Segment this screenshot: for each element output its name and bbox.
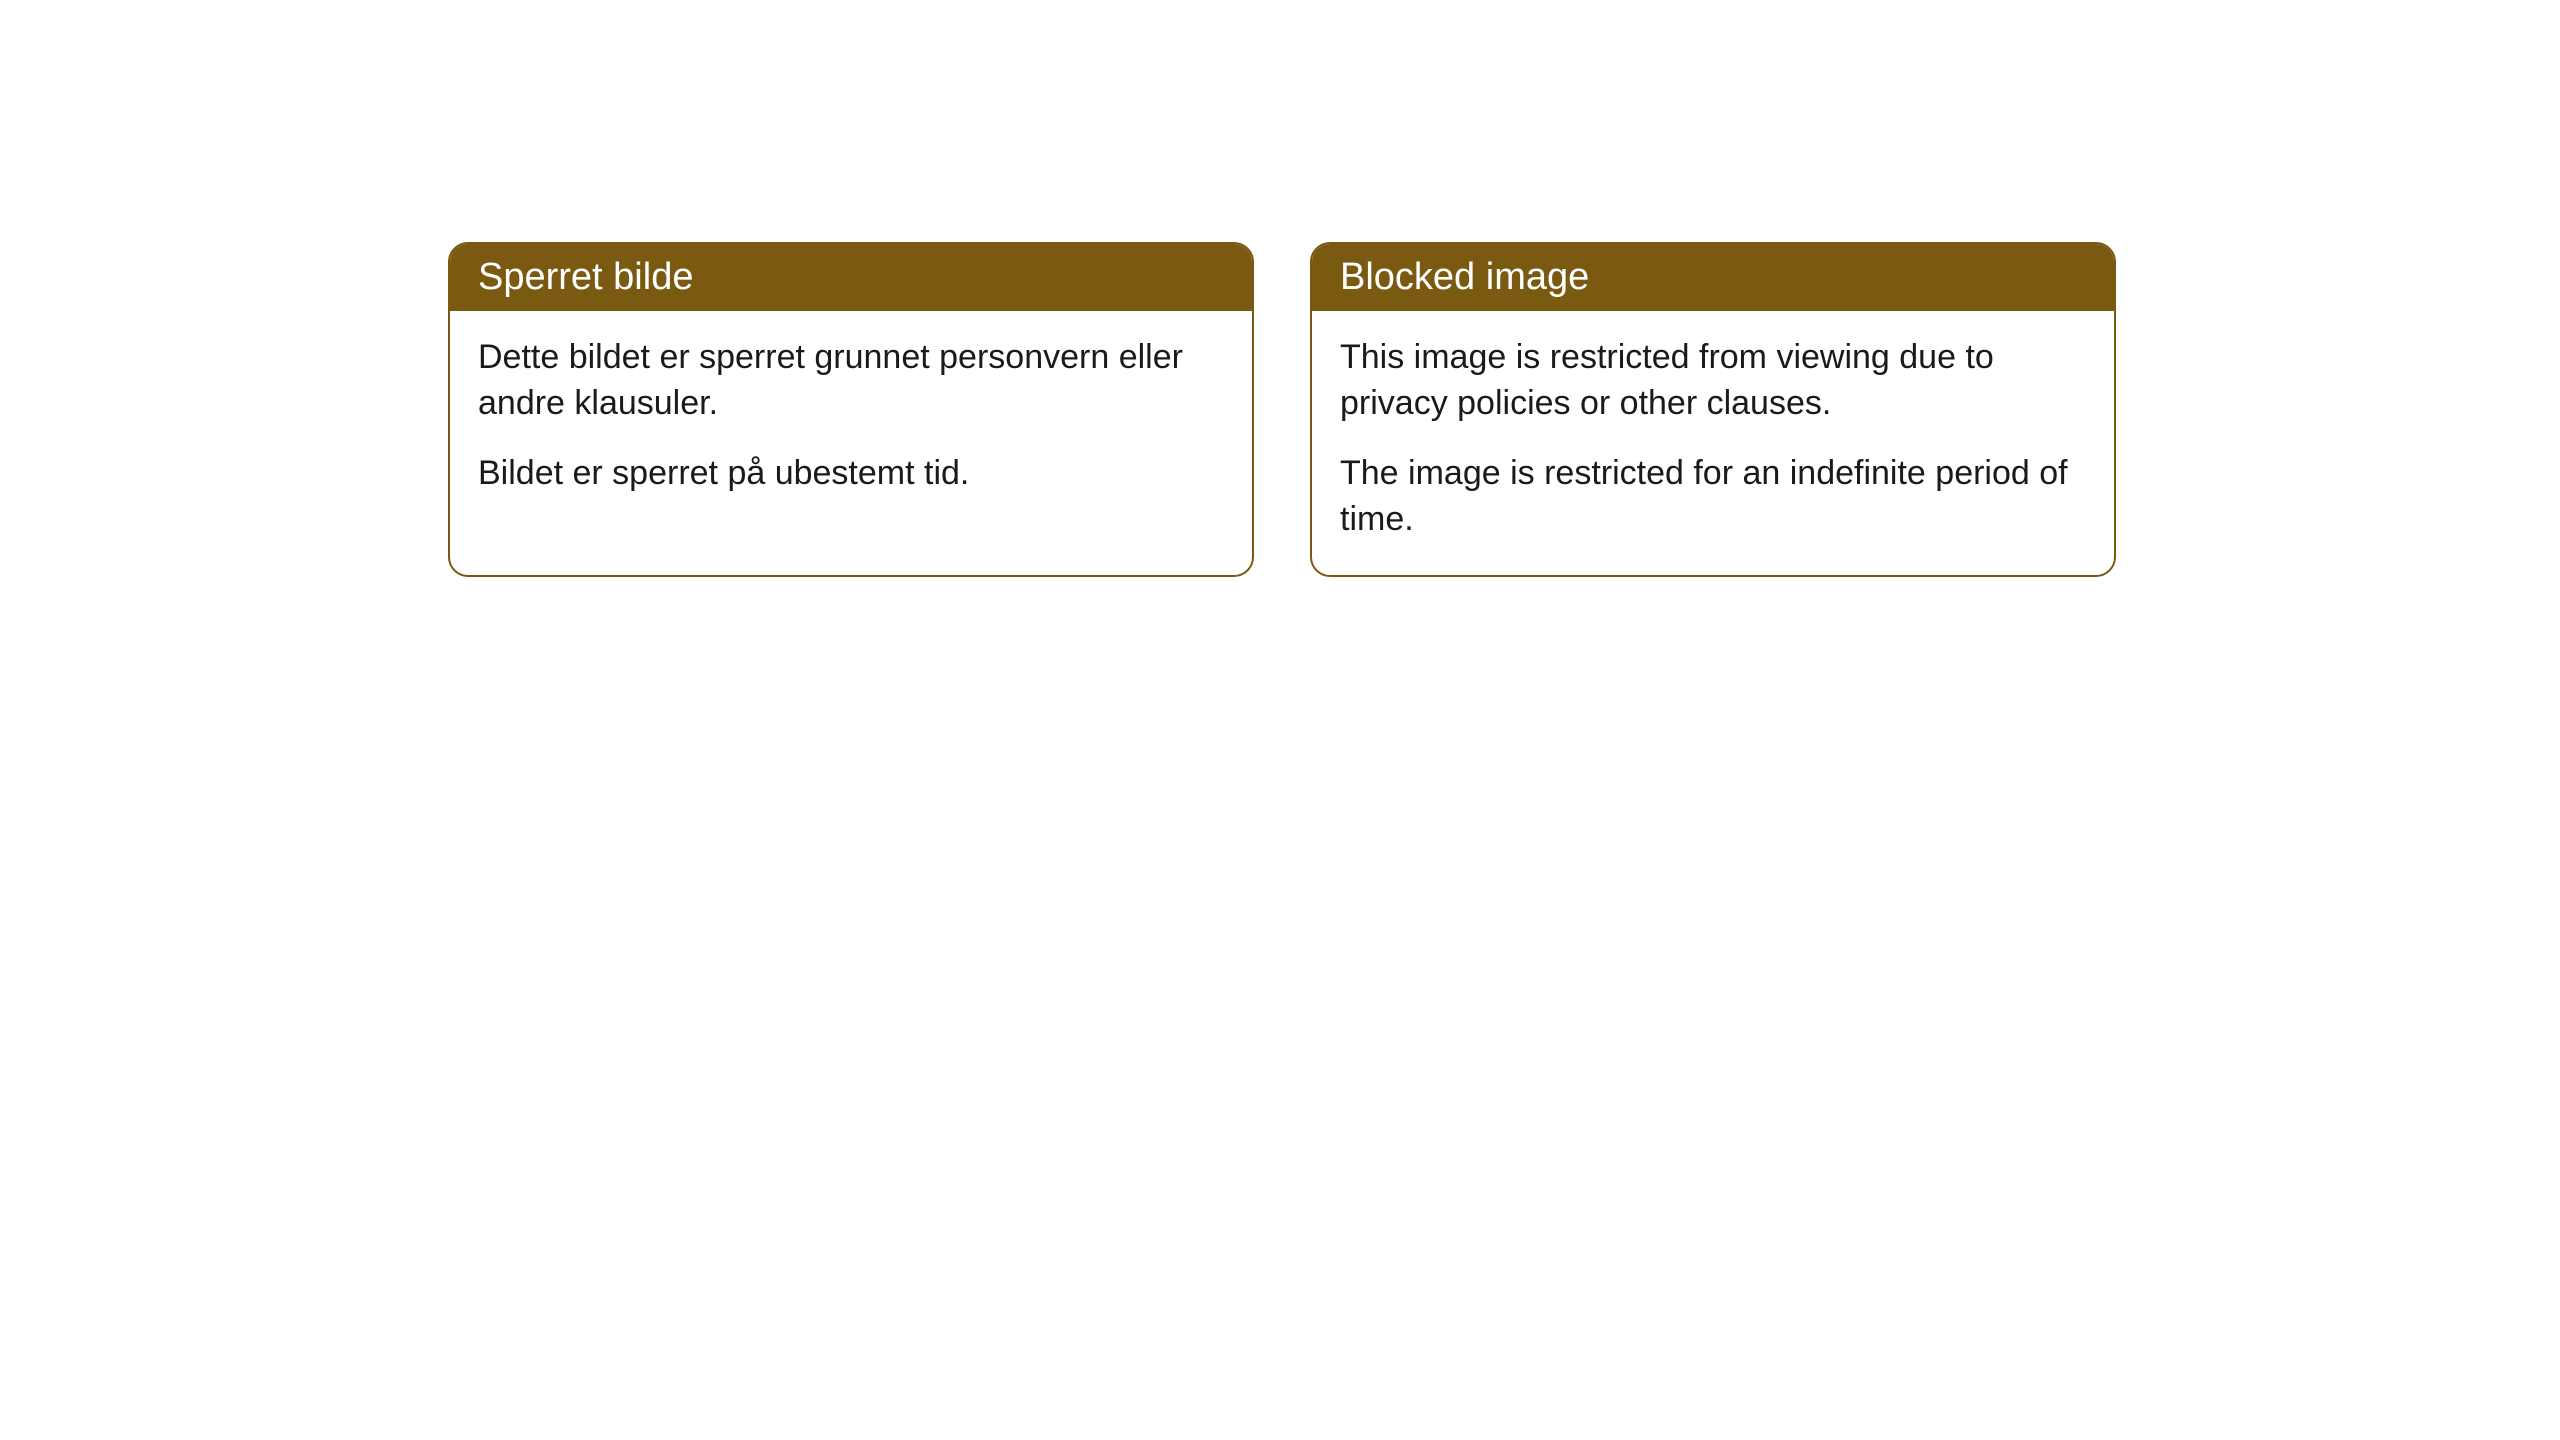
card-paragraph-1: This image is restricted from viewing du… [1340,335,2086,427]
card-paragraph-1: Dette bildet er sperret grunnet personve… [478,335,1224,427]
notice-cards-container: Sperret bilde Dette bildet er sperret gr… [448,242,2560,577]
card-header-english: Blocked image [1312,244,2114,311]
blocked-image-card-english: Blocked image This image is restricted f… [1310,242,2116,577]
card-header-norwegian: Sperret bilde [450,244,1252,311]
card-title: Blocked image [1340,256,1589,298]
card-body-english: This image is restricted from viewing du… [1312,311,2114,575]
card-body-norwegian: Dette bildet er sperret grunnet personve… [450,311,1252,529]
card-title: Sperret bilde [478,256,693,298]
card-paragraph-2: The image is restricted for an indefinit… [1340,451,2086,543]
card-paragraph-2: Bildet er sperret på ubestemt tid. [478,451,1224,497]
blocked-image-card-norwegian: Sperret bilde Dette bildet er sperret gr… [448,242,1254,577]
